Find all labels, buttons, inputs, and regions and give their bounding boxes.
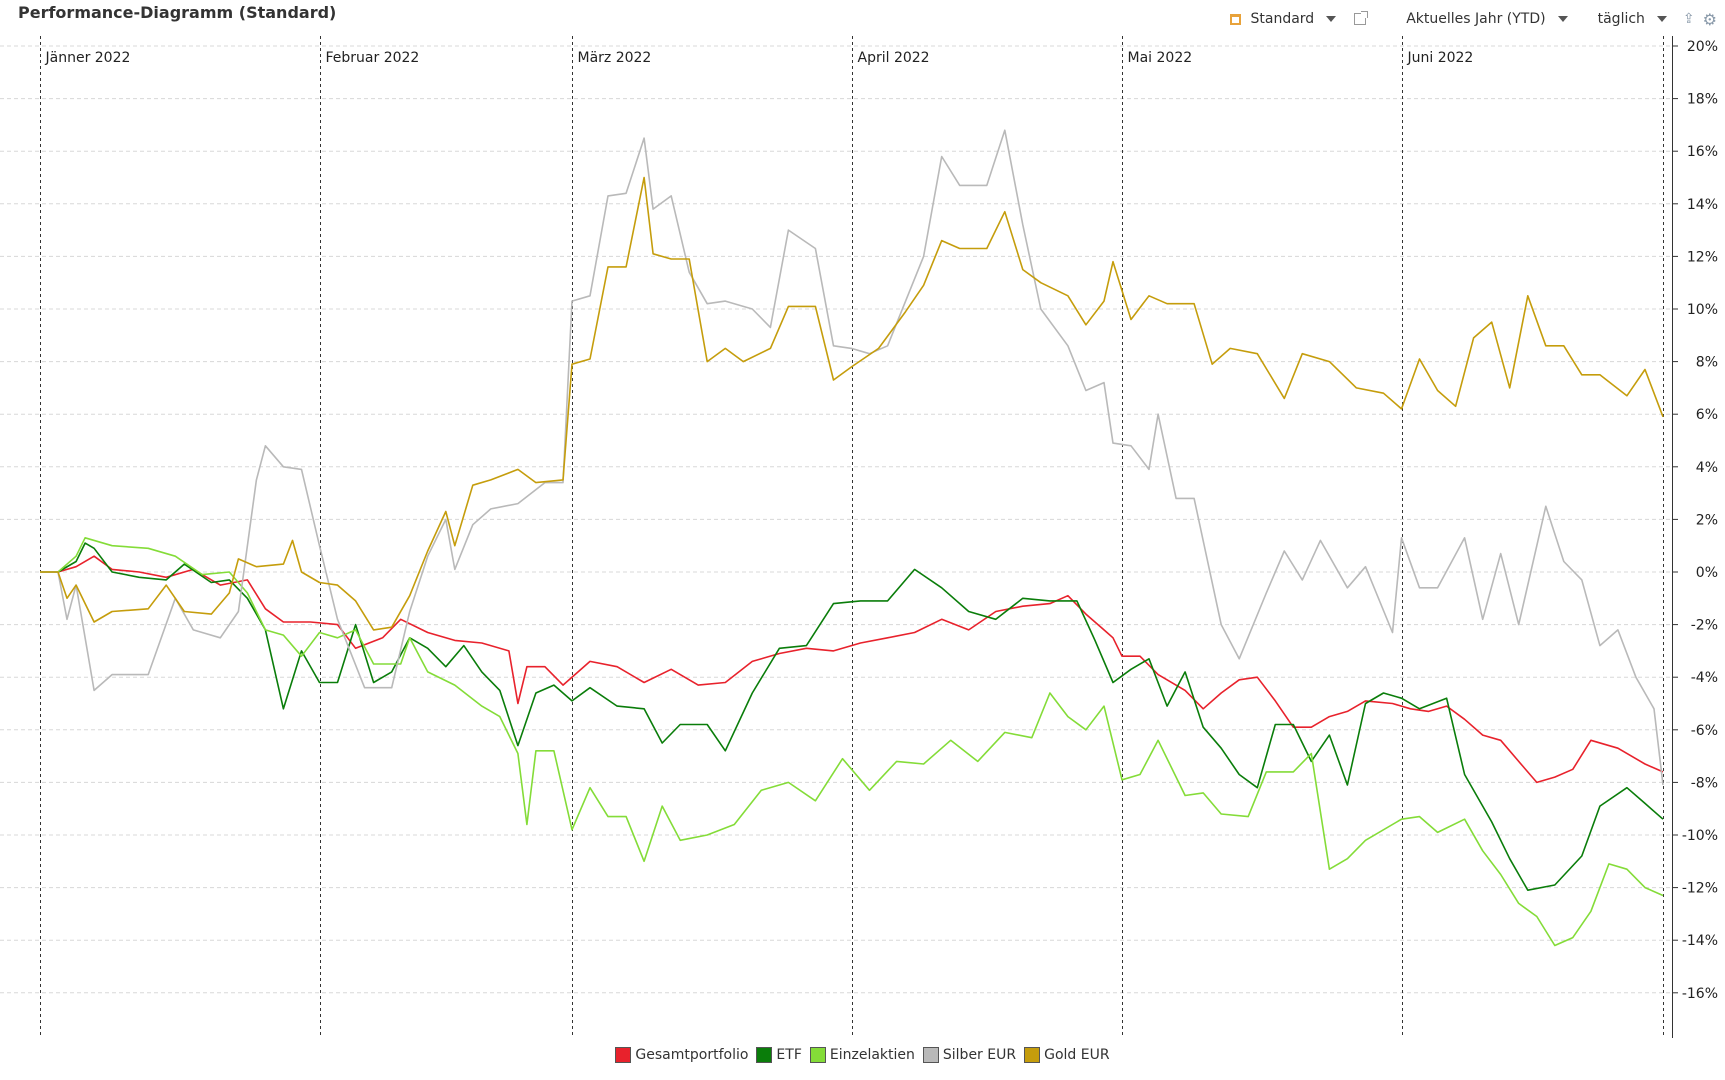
popout-icon[interactable] — [1354, 11, 1369, 25]
legend-item[interactable]: ETF — [756, 1047, 802, 1063]
y-tick-label: -6% — [1691, 723, 1718, 739]
y-tick-label: -8% — [1691, 775, 1718, 791]
legend-swatch — [1024, 1047, 1041, 1063]
y-tick-label: 10% — [1687, 302, 1718, 318]
y-tick-label: 4% — [1696, 460, 1718, 476]
window-icon — [1229, 13, 1241, 25]
month-label: Mai 2022 — [1128, 50, 1193, 66]
series-line-einzelaktien — [40, 536, 1664, 947]
y-tick-label: -12% — [1682, 881, 1718, 897]
series-line-gesamtportfolio — [40, 555, 1664, 784]
period-dropdown[interactable]: Aktuelles Jahr (YTD) — [1406, 11, 1568, 27]
y-tick-label: 14% — [1687, 197, 1718, 213]
chevron-down-icon — [1326, 16, 1337, 22]
y-tick-label: 18% — [1687, 92, 1718, 108]
y-tick-label: -4% — [1691, 670, 1718, 686]
view-dropdown-label: Standard — [1250, 11, 1315, 27]
interval-dropdown-label: täglich — [1597, 11, 1645, 27]
export-icon[interactable]: ⇪ — [1682, 11, 1695, 27]
y-tick-label: 12% — [1687, 249, 1718, 265]
legend-swatch — [615, 1047, 632, 1063]
legend-item[interactable]: Silber EUR — [922, 1047, 1017, 1063]
performance-chart: Jänner 2022 Februar 2022 März 2022 April 20… — [0, 36, 1718, 1038]
month-label: April 2022 — [858, 50, 930, 66]
y-tick-label: 20% — [1687, 39, 1718, 55]
legend-item[interactable]: Gesamtportfolio — [615, 1047, 748, 1063]
y-tick-label: 2% — [1696, 512, 1718, 528]
legend-label: Gesamtportfolio — [635, 1047, 749, 1063]
legend-label: ETF — [776, 1047, 802, 1063]
y-tick-label: -10% — [1682, 828, 1718, 844]
legend-swatch — [809, 1047, 826, 1063]
series-line-gold-eur — [40, 176, 1664, 631]
chart-toolbar: Standard Aktuelles Jahr (YTD) täglich ⇪ … — [1229, 8, 1725, 30]
page-title: Performance-Diagramm (Standard) — [18, 3, 337, 22]
legend-label: Silber EUR — [942, 1047, 1017, 1063]
month-label: Februar 2022 — [326, 50, 420, 66]
legend-swatch — [756, 1047, 773, 1063]
month-label: Juni 2022 — [1407, 50, 1474, 66]
legend-item[interactable]: Einzelaktien — [809, 1047, 915, 1063]
series-line-silber-eur — [40, 129, 1664, 786]
chart-legend: Gesamtportfolio ETF Einzelaktien Silber EUR… — [0, 1047, 1725, 1063]
y-tick-label: 0% — [1696, 565, 1718, 581]
gear-icon[interactable]: ⚙ — [1702, 9, 1717, 29]
legend-swatch — [922, 1047, 939, 1063]
y-tick-label: -16% — [1682, 986, 1718, 1002]
legend-label: Gold EUR — [1044, 1047, 1110, 1063]
month-label: Jänner 2022 — [45, 50, 131, 66]
legend-item[interactable]: Gold EUR — [1024, 1047, 1110, 1063]
month-label: März 2022 — [578, 50, 652, 66]
interval-dropdown[interactable]: täglich — [1598, 11, 1667, 27]
y-tick-label: -14% — [1682, 933, 1718, 949]
y-tick-label: -2% — [1691, 618, 1718, 634]
legend-label: Einzelaktien — [829, 1047, 915, 1063]
chevron-down-icon — [1557, 16, 1568, 22]
y-tick-label: 8% — [1696, 355, 1718, 371]
y-tick-label: 6% — [1696, 407, 1718, 423]
period-dropdown-label: Aktuelles Jahr (YTD) — [1406, 11, 1546, 27]
chevron-down-icon — [1656, 16, 1667, 22]
series-line-etf — [40, 542, 1664, 892]
view-dropdown[interactable]: Standard — [1229, 11, 1337, 27]
y-tick-label: 16% — [1687, 144, 1718, 160]
